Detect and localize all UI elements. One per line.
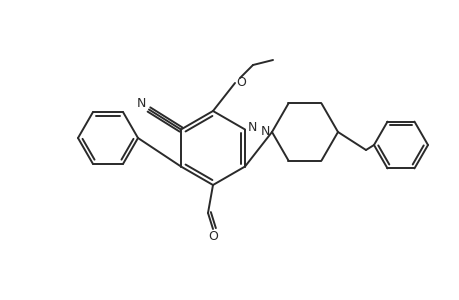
Text: O: O: [235, 76, 246, 88]
Text: N: N: [260, 124, 269, 137]
Text: N: N: [136, 97, 146, 110]
Text: O: O: [207, 230, 218, 242]
Text: N: N: [247, 121, 256, 134]
